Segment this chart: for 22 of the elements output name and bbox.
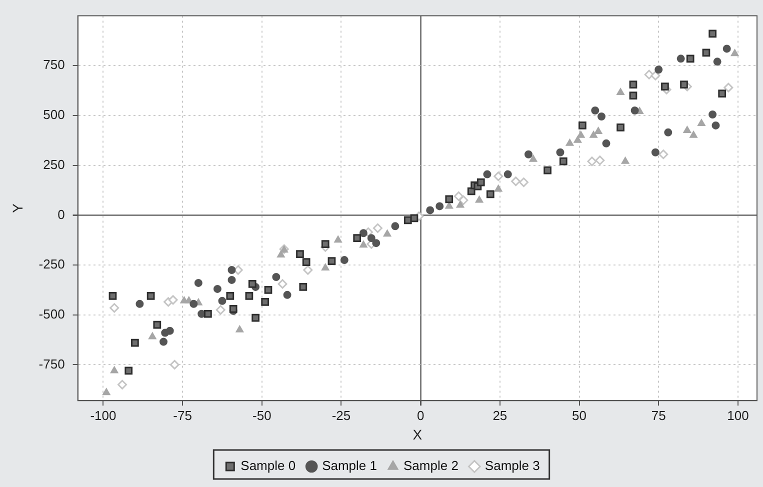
x-tick-label: -75	[173, 408, 192, 423]
x-tick-label: 75	[651, 408, 666, 423]
y-tick-label: 250	[43, 156, 65, 172]
legend-label: Sample 2	[404, 458, 458, 474]
x-tick-label: -25	[332, 408, 351, 423]
y-tick-label: -750	[38, 356, 65, 372]
x-axis-title: X	[412, 426, 423, 442]
x-tick-label: 100	[727, 408, 749, 423]
legend-label: Sample 3	[484, 458, 540, 474]
y-tick-label: 750	[43, 57, 65, 72]
y-tick-label: 0	[58, 206, 65, 222]
x-tick-label: -100	[90, 408, 116, 423]
x-tick-label: -50	[252, 408, 272, 423]
y-axis-title: Y	[9, 202, 26, 213]
y-tick-label: -250	[38, 256, 65, 272]
x-tick-label: 50	[572, 408, 587, 423]
y-tick-label: -500	[38, 306, 65, 322]
y-tick-label: 500	[43, 107, 65, 122]
legend-label: Sample 0	[240, 458, 296, 474]
x-tick-label: 0	[416, 408, 424, 423]
legend-label: Sample 1	[322, 458, 377, 474]
x-tick-label: 25	[492, 408, 508, 423]
